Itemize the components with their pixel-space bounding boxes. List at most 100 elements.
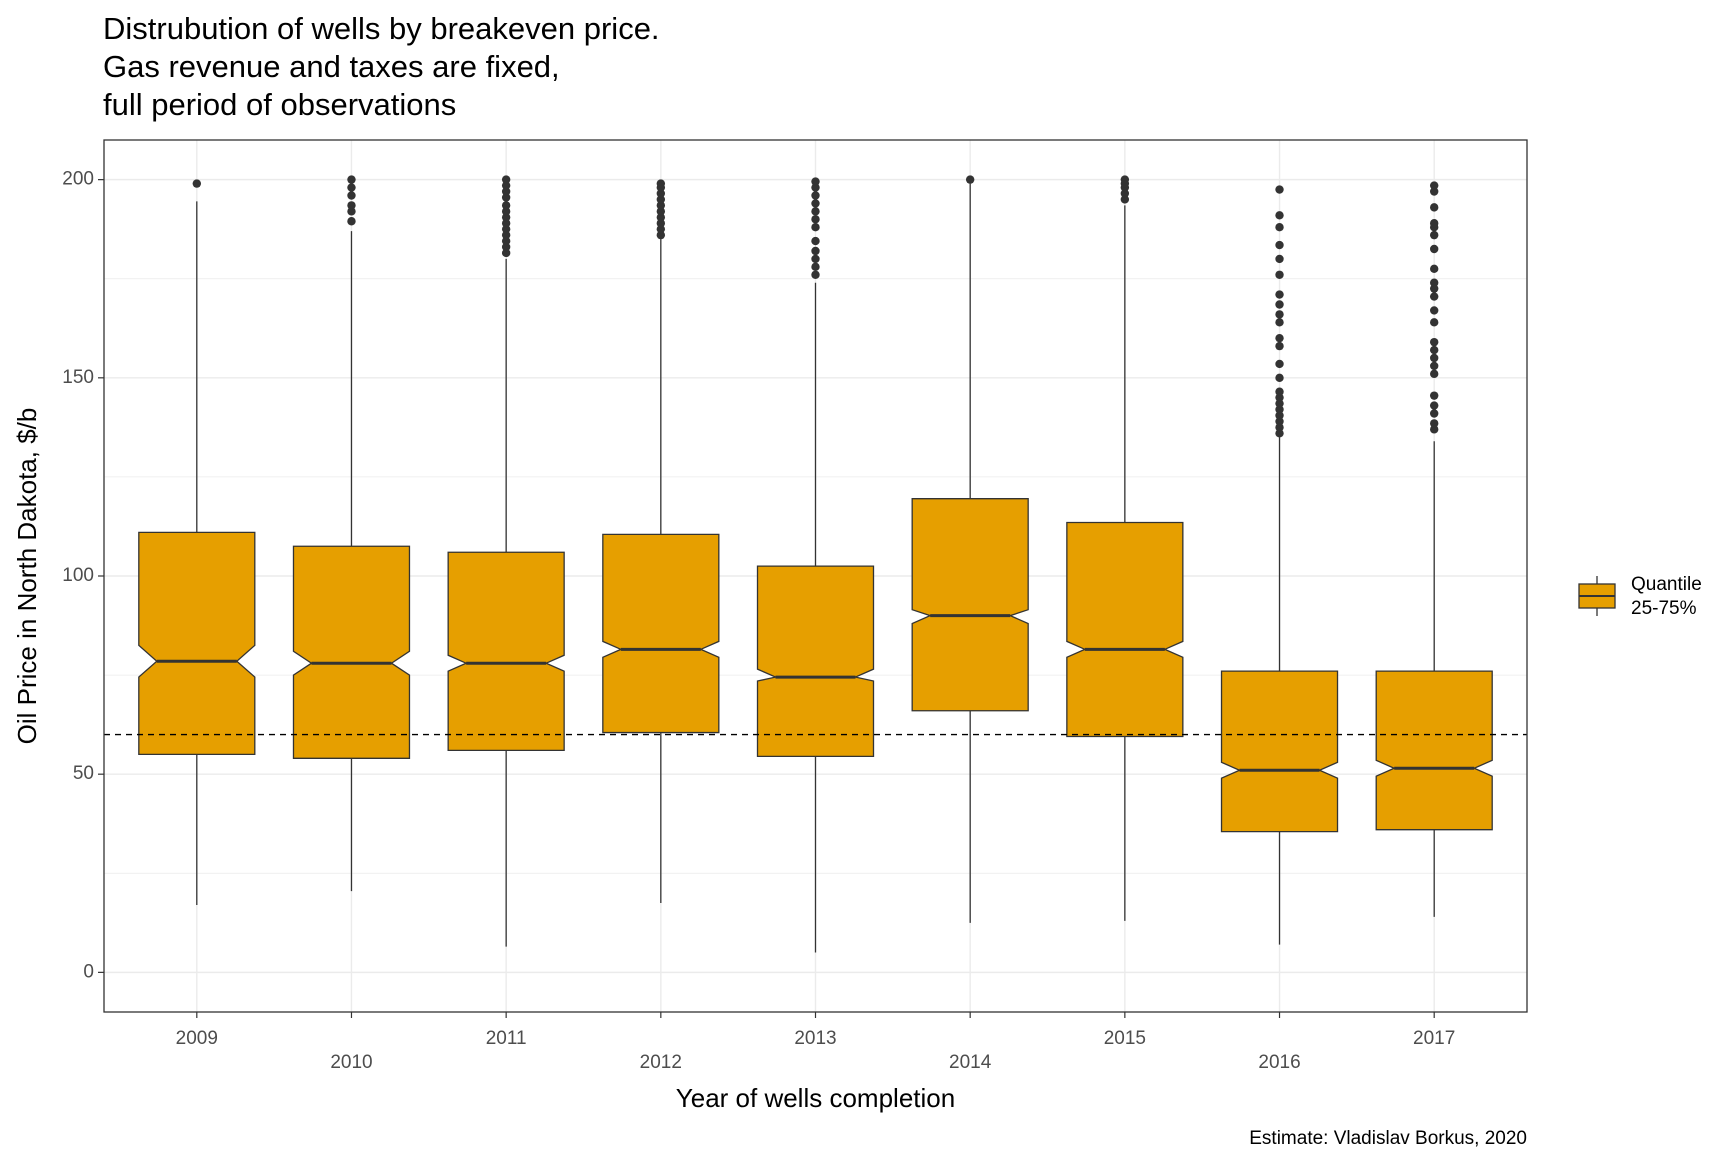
outlier-point [1275,417,1284,426]
box-2009 [138,179,256,905]
outlier-point [501,242,511,252]
outlier-point [656,195,666,204]
outlier-point [501,236,511,246]
box-body [602,533,720,734]
outlier-point [1275,429,1284,438]
outlier-point [811,177,820,186]
box-2017 [1375,181,1493,917]
outlier-point [347,207,356,216]
y-tick-label: 100 [62,565,94,586]
outlier-point [811,191,820,200]
x-tick-label: 2014 [949,1052,992,1073]
outlier-point [1429,337,1439,347]
outlier-point [1429,230,1439,240]
x-tick-label: 2017 [1413,1028,1455,1049]
y-axis-ticks: 0 50 100 150 200 [62,169,104,982]
outlier-point [1429,425,1439,434]
outlier-point [1275,240,1284,250]
x-tick-label: 2010 [330,1052,372,1073]
outlier-point [1429,219,1439,228]
outlier-point [347,217,356,226]
outlier-point [501,193,511,202]
outlier-point [1275,393,1284,402]
outlier-point [1275,310,1284,319]
box-2016 [1220,185,1339,945]
outlier-point [1275,318,1284,327]
y-tick-label: 0 [83,961,94,982]
box-body [1220,670,1339,833]
y-axis-title: Oil Price in North Dakota, $/b [12,408,42,745]
x-tick-label: 2009 [176,1028,218,1049]
outlier-point [501,181,511,190]
outlier-point [1429,345,1439,355]
x-tick-label: 2013 [794,1028,836,1049]
outlier-point [1275,341,1284,351]
outlier-point [1275,387,1284,396]
legend-key [1578,576,1616,616]
outlier-point [811,183,820,192]
outlier-point [501,175,511,184]
y-tick-label: 50 [73,763,94,784]
outlier-point [1275,423,1284,432]
outlier-point [1275,223,1284,232]
x-tick-label: 2015 [1104,1028,1146,1049]
outlier-point [501,207,511,216]
box-body [756,565,875,757]
outlier-point [1120,195,1130,204]
legend: Quantile 25-75% [1578,574,1702,619]
outlier-point [656,224,666,234]
box-2012 [602,179,720,903]
outlier-point [1429,419,1439,428]
outlier-point [1275,373,1284,383]
outlier-point [1275,405,1284,414]
outlier-point [811,270,820,279]
outlier-point [501,187,511,196]
outlier-point [1275,211,1284,220]
y-tick-label: 200 [62,169,94,190]
x-axis-ticks: 2009 2010 2011 2012 2013 2014 2015 2016 2017 [176,1012,1455,1073]
outlier-point [1275,254,1284,264]
outlier-point [1429,369,1439,379]
outlier-point [347,183,356,192]
outlier-point [1429,409,1439,418]
outlier-point [811,207,820,216]
outlier-point [1275,359,1284,369]
legend-label: Quantile 25-75% [1631,574,1702,619]
outlier-point [1275,333,1284,343]
outlier-point [501,230,511,240]
box-2014 [911,175,1029,923]
outlier-point [1275,411,1284,420]
outlier-point [811,254,820,264]
box-body [911,498,1029,712]
box-2010 [292,175,411,892]
outlier-point [1429,306,1439,315]
outlier-point [1275,185,1284,194]
outlier-point [656,219,666,228]
outlier-point [656,230,666,240]
outlier-point [811,199,820,208]
outlier-point [656,213,666,222]
outlier-point [347,201,356,210]
outlier-point [811,246,820,256]
outlier-point [501,224,511,234]
outlier-point [501,201,511,210]
outlier-point [1429,292,1439,301]
caption: Estimate: Vladislav Borkus, 2020 [1249,1128,1527,1149]
box-2015 [1066,175,1184,921]
outlier-point [347,175,356,184]
x-tick-label: 2016 [1258,1052,1300,1073]
outlier-point [1120,175,1130,184]
outlier-point [1429,264,1439,274]
outlier-point [1429,187,1439,196]
box-body [1375,670,1493,831]
outlier-point [1120,189,1130,198]
box-body [447,551,565,752]
outlier-point [501,213,511,222]
box-body [292,545,411,759]
outlier-point [811,215,820,224]
outlier-point [1429,181,1439,190]
box-body [138,531,256,756]
box-2013 [756,177,875,953]
y-tick-label: 150 [62,367,94,388]
